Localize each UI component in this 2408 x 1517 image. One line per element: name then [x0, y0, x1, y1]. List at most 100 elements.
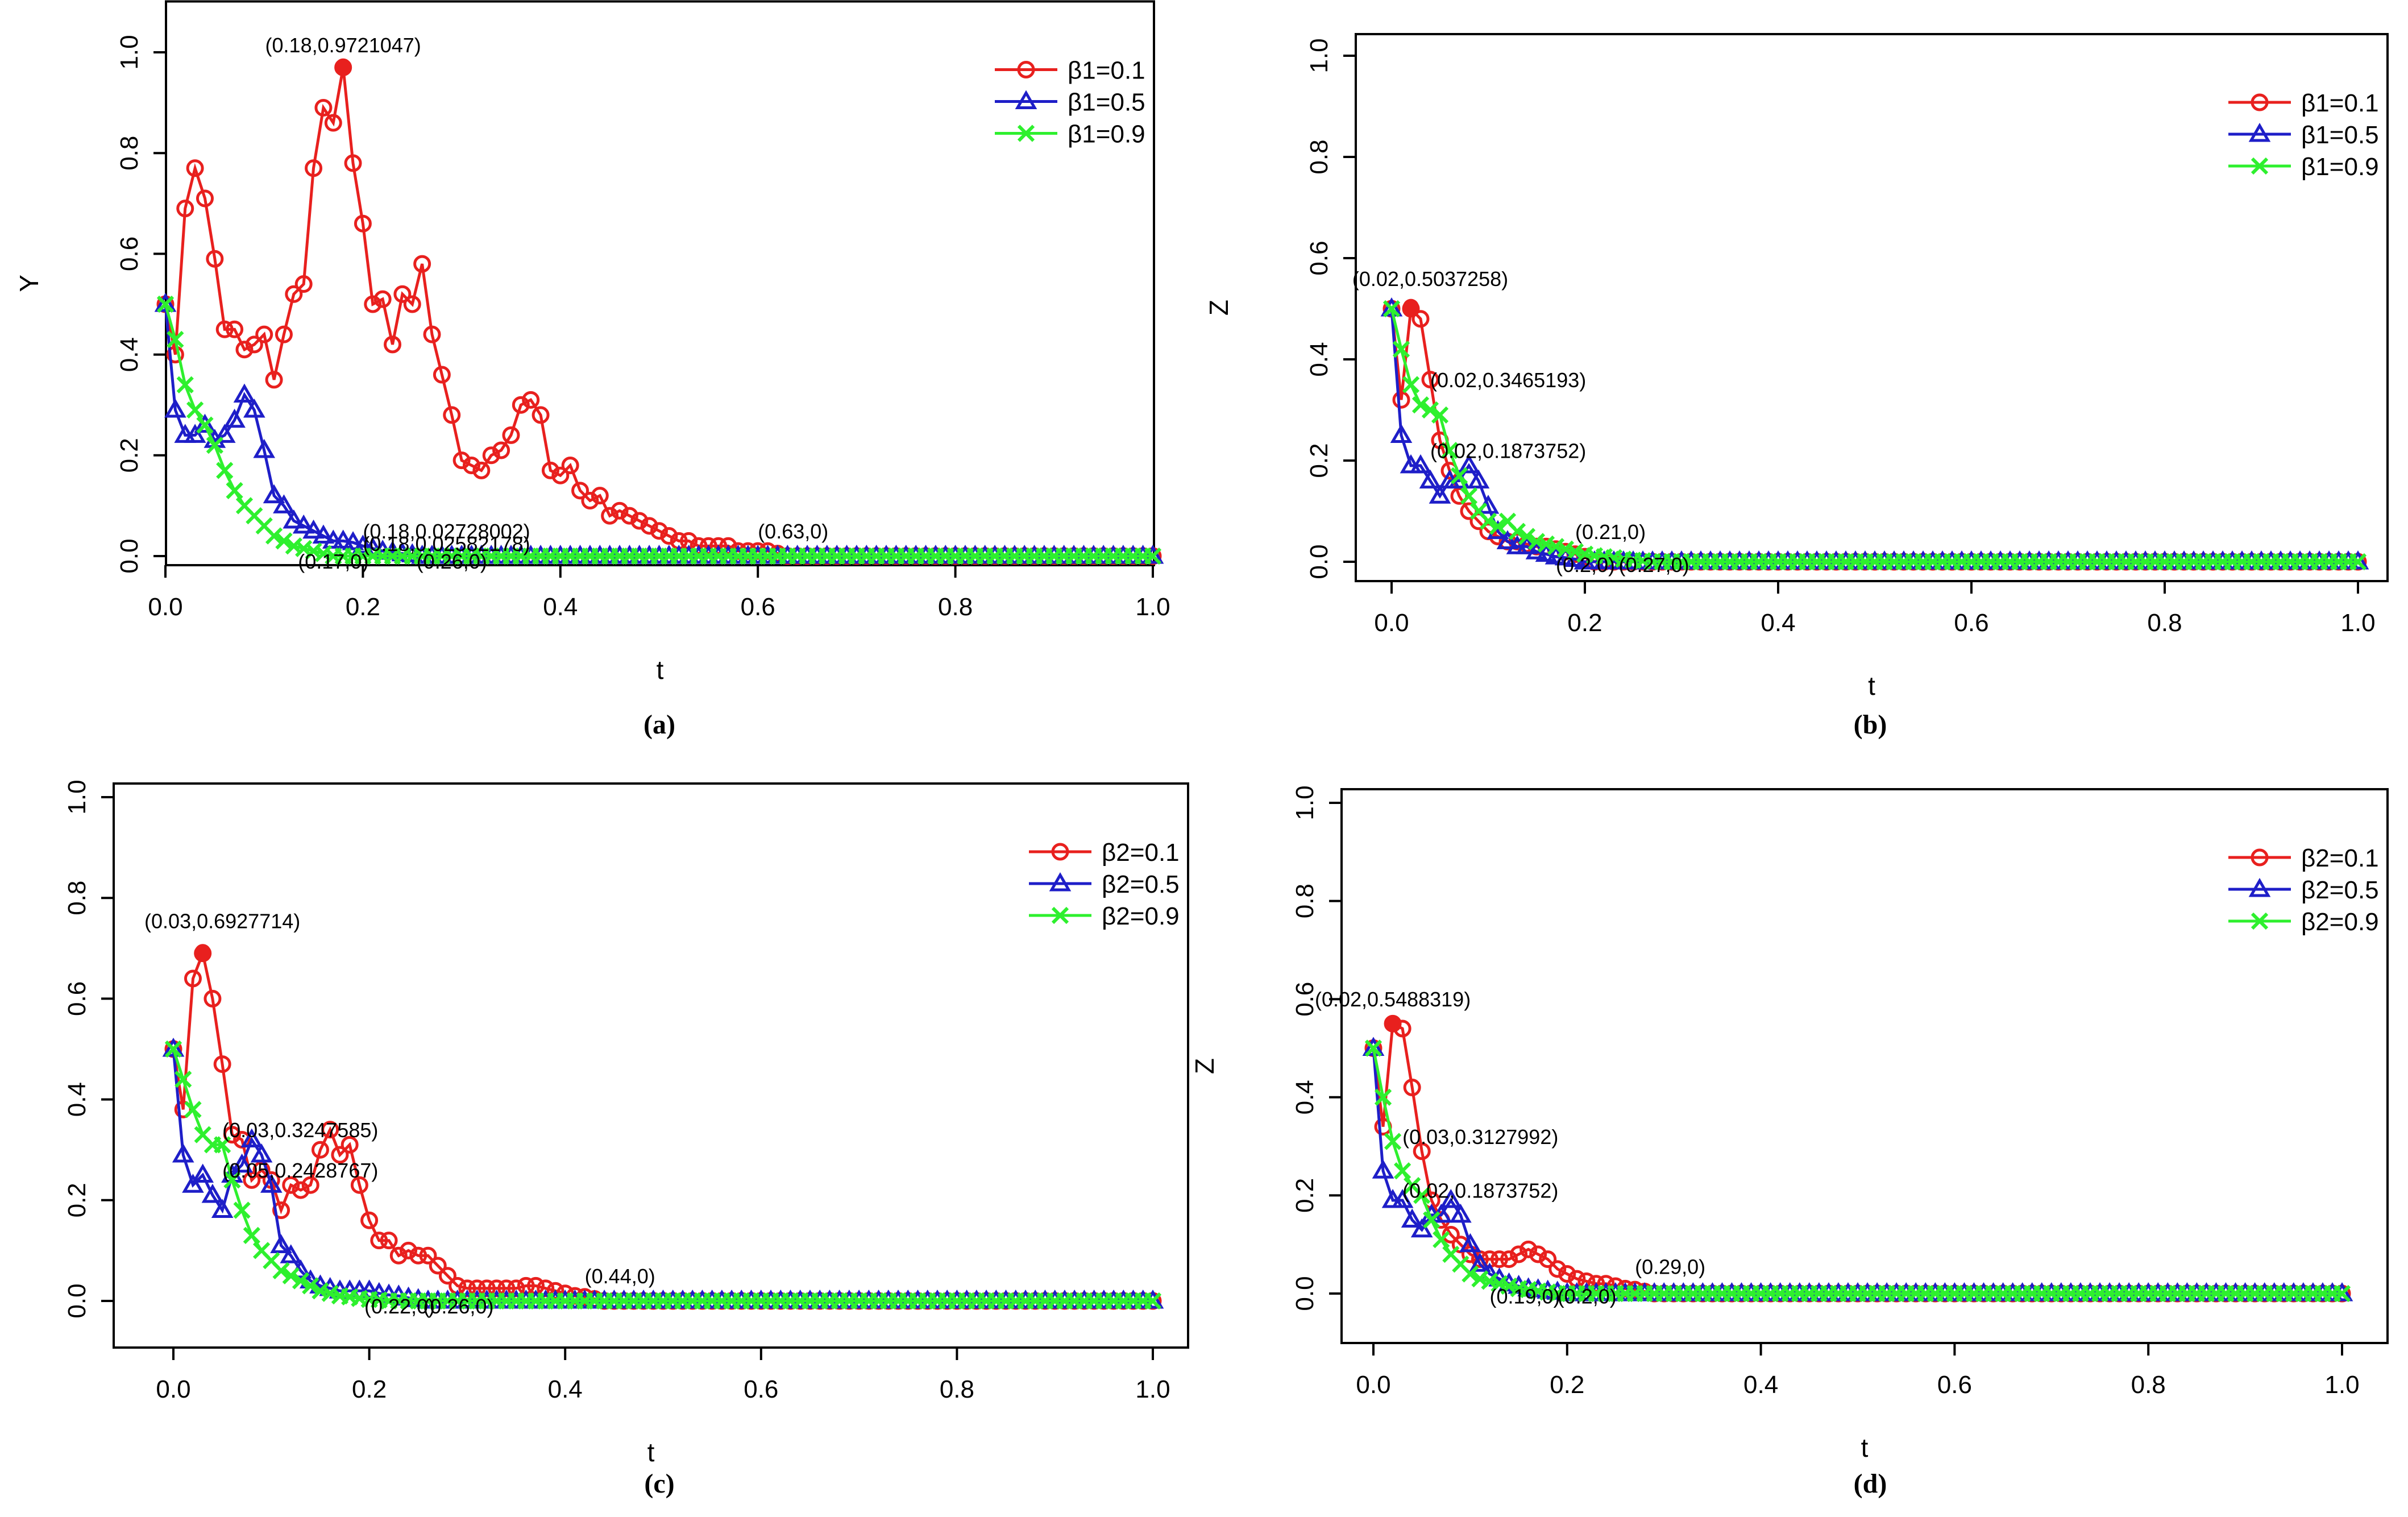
legend: β2=0.1 β2=0.5 β2=0.9	[1029, 839, 1180, 930]
data-point-red	[551, 466, 570, 484]
data-point-blue	[1459, 1233, 1481, 1253]
data-point-red	[380, 1232, 398, 1250]
data-point-red	[537, 1279, 555, 1298]
data-point-red	[561, 457, 579, 475]
data-point-red	[472, 461, 491, 479]
data-point-red	[282, 1176, 300, 1194]
data-point-green	[233, 1201, 251, 1219]
x-tick-label: 0.0	[1374, 609, 1409, 637]
data-point-red	[512, 396, 530, 414]
data-point-blue	[250, 1143, 273, 1163]
panel-caption: (b)	[1854, 710, 1887, 740]
legend-label: β1=0.5	[2301, 121, 2379, 149]
data-point-red	[492, 441, 510, 459]
point-annotation: (0.05,0.2428767)	[222, 1159, 378, 1182]
y-tick-label: 0.6	[1291, 982, 1319, 1017]
x-axis-title: t	[647, 1437, 655, 1467]
data-point-red	[275, 325, 293, 343]
point-annotation: (0.17,0)	[298, 550, 368, 573]
data-point-red	[488, 1279, 506, 1298]
data-point-red	[301, 1176, 319, 1194]
data-point-blue	[201, 1183, 224, 1203]
data-point-red	[384, 335, 402, 354]
data-point-red	[1587, 1275, 1605, 1293]
data-point-blue	[332, 529, 354, 549]
legend-marker	[2251, 848, 2269, 867]
plot-frame	[165, 0, 1155, 566]
data-point-green	[285, 537, 302, 555]
series-line-green	[1372, 1048, 2342, 1295]
x-tick-label: 0.4	[543, 593, 578, 621]
data-point-red	[354, 214, 372, 233]
y-tick-label: 0.2	[63, 1183, 91, 1217]
data-point-red	[314, 98, 333, 117]
series-line-green	[1390, 308, 2358, 563]
data-point-blue	[240, 1128, 263, 1147]
data-point-blue	[223, 408, 246, 428]
data-point-red	[344, 154, 362, 172]
legend-label: β1=0.9	[2301, 153, 2379, 181]
data-point-green	[1384, 1133, 1402, 1150]
legend-marker	[2248, 877, 2271, 897]
data-point-blue	[1458, 454, 1480, 474]
data-point-red	[413, 255, 431, 273]
data-point-red	[620, 507, 638, 525]
data-point-blue	[1410, 1218, 1433, 1238]
y-tick-label: 1.0	[1305, 38, 1333, 73]
data-point-green	[214, 1136, 231, 1154]
data-point-red	[1491, 1250, 1509, 1269]
data-point-green	[216, 462, 234, 479]
series-line-green	[164, 304, 1153, 558]
data-point-green	[1433, 1230, 1450, 1249]
data-point-red	[324, 114, 342, 132]
data-point-red	[429, 1257, 447, 1275]
legend-marker	[2248, 122, 2271, 142]
data-point-red	[186, 159, 204, 177]
data-point-red	[373, 290, 392, 308]
point-annotation: (0.02,0.1873752)	[1402, 1179, 1558, 1203]
legend-marker	[1051, 843, 1069, 861]
x-axis-title: t	[1861, 1433, 1869, 1462]
y-tick-label: 0.6	[63, 981, 91, 1016]
data-point-blue	[1401, 1208, 1423, 1228]
data-point-red	[272, 1201, 290, 1220]
plot-frame	[1355, 33, 2389, 582]
point-annotation: (0.22,0)	[364, 1295, 435, 1318]
data-point-red	[532, 406, 550, 424]
data-point-red	[522, 391, 540, 409]
legend-marker	[1015, 90, 1037, 109]
data-point-green	[1402, 376, 1420, 393]
legend-label: β2=0.5	[1102, 871, 1180, 898]
x-tick-label: 0.8	[940, 1375, 974, 1403]
series-line-blue	[1390, 308, 2358, 563]
data-point-red	[245, 335, 263, 354]
data-point-green	[292, 1272, 310, 1290]
data-point-red	[321, 1121, 339, 1139]
data-point-red	[546, 1282, 564, 1300]
data-point-blue	[231, 1153, 253, 1173]
x-tick-label: 0.0	[1356, 1371, 1390, 1399]
data-point-blue	[154, 292, 177, 312]
plot-frame	[1340, 788, 2389, 1344]
data-point-green	[1440, 442, 1459, 459]
data-point-red	[1529, 1245, 1547, 1263]
data-point-red	[507, 1279, 525, 1298]
data-point-red	[660, 527, 678, 545]
data-point-red	[243, 1171, 261, 1189]
legend-label: β1=0.1	[1068, 57, 1145, 85]
data-point-green	[1431, 406, 1449, 424]
point-annotation: (0.18,0.9721047)	[265, 34, 421, 57]
series-line-blue	[1372, 1048, 2342, 1295]
data-point-blue	[192, 1163, 214, 1183]
data-point-red	[350, 1176, 368, 1194]
data-point-red	[1421, 371, 1439, 389]
data-point-red	[196, 189, 214, 208]
x-tick-label: 0.2	[352, 1375, 387, 1403]
data-point-blue	[302, 519, 325, 539]
point-annotation: (0.03,0.3127992)	[1402, 1125, 1558, 1149]
data-point-green	[226, 482, 243, 499]
data-point-green	[1411, 396, 1430, 414]
x-tick-label: 0.4	[1743, 1371, 1778, 1399]
data-point-blue	[213, 424, 236, 443]
